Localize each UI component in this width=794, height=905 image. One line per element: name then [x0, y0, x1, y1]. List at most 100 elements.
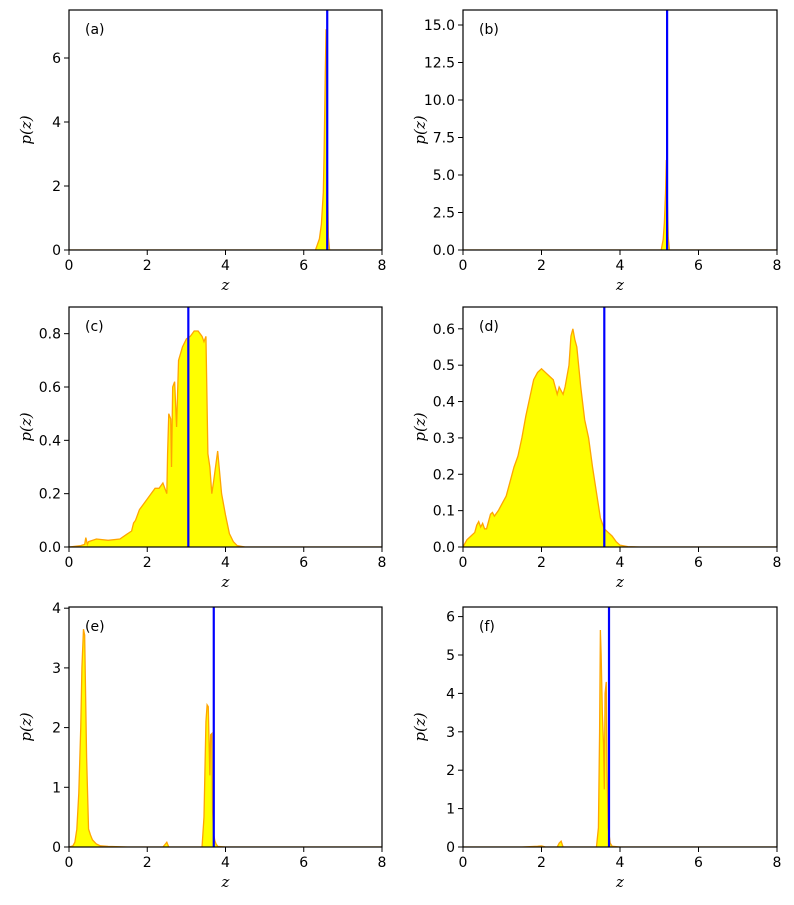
x-tick-label: 4 — [616, 855, 625, 871]
y-tick-label: 0.0 — [433, 540, 455, 556]
y-tick-label: 0.6 — [39, 380, 61, 396]
x-tick-label: 8 — [773, 258, 782, 274]
panel-a: 0 2 4 6 8 0 2 4 6 z p(z) (a) — [17, 9, 387, 294]
density-line — [69, 29, 382, 250]
density-area — [463, 328, 777, 547]
x-tick-label: 8 — [773, 555, 782, 571]
density-area — [69, 629, 382, 847]
y-tick-label: 3 — [52, 661, 61, 677]
y-tick-label: 4 — [52, 601, 61, 617]
density-area — [69, 29, 382, 250]
y-tick-label: 7.5 — [433, 131, 455, 147]
y-tick-label: 3 — [446, 725, 455, 741]
density-line — [463, 159, 777, 250]
x-tick-label: 8 — [773, 855, 782, 871]
x-tick-label: 2 — [143, 855, 152, 871]
x-tick-label: 0 — [65, 855, 74, 871]
x-tick-label: 0 — [459, 555, 468, 571]
density-area — [463, 630, 777, 847]
y-axis-label: p(z) — [17, 712, 35, 741]
x-tick-label: 8 — [378, 555, 387, 571]
x-tick-label: 4 — [221, 555, 230, 571]
y-tick-label: 0.1 — [433, 504, 455, 520]
x-tick-label: 6 — [299, 555, 308, 571]
panel-label: (b) — [479, 22, 499, 38]
y-axis-label: p(z) — [411, 712, 429, 741]
x-tick-label: 0 — [459, 855, 468, 871]
y-axis-label: p(z) — [411, 412, 429, 441]
y-tick-label: 0 — [52, 840, 61, 856]
y-axis-label: p(z) — [17, 115, 35, 144]
x-axis-label: z — [615, 873, 624, 891]
axes-frame — [68, 9, 383, 251]
y-tick-label: 0.6 — [433, 322, 455, 338]
y-tick-label: 6 — [446, 610, 455, 626]
x-tick-label: 4 — [221, 258, 230, 274]
y-tick-label: 10.0 — [424, 93, 455, 109]
panel-e: 0 2 4 6 8 0 1 2 3 4 z p(z) (e) — [17, 601, 386, 891]
density-line — [463, 630, 777, 847]
axes-frame — [68, 306, 383, 548]
x-tick-label: 2 — [143, 555, 152, 571]
y-tick-label: 0 — [446, 840, 455, 856]
x-tick-label: 0 — [65, 555, 74, 571]
x-tick-label: 4 — [221, 855, 230, 871]
y-tick-label: 0.3 — [433, 431, 455, 447]
y-tick-label: 0.4 — [433, 395, 455, 411]
x-tick-label: 0 — [65, 258, 74, 274]
y-tick-label: 5.0 — [433, 168, 455, 184]
x-tick-label: 8 — [378, 855, 387, 871]
panel-label: (f) — [479, 619, 495, 635]
x-tick-label: 2 — [537, 855, 546, 871]
density-line — [69, 628, 382, 847]
panel-label: (c) — [85, 319, 104, 335]
y-tick-label: 2 — [52, 721, 61, 737]
x-tick-label: 2 — [537, 258, 546, 274]
y-tick-label: 0.8 — [39, 327, 61, 343]
x-axis-label: z — [221, 276, 230, 294]
axes-frame — [68, 606, 383, 848]
x-tick-label: 4 — [616, 258, 625, 274]
y-tick-label: 5 — [446, 648, 455, 664]
x-tick-label: 4 — [616, 555, 625, 571]
panel-f: 0 2 4 6 8 0 1 2 3 4 5 6 z p(z) (f) — [411, 606, 782, 891]
y-tick-label: 0.4 — [39, 433, 61, 449]
axes-frame — [462, 9, 778, 251]
x-tick-label: 0 — [459, 258, 468, 274]
x-axis-label: z — [615, 276, 624, 294]
density-line — [69, 330, 382, 547]
y-tick-label: 0 — [52, 243, 61, 259]
panel-label: (e) — [85, 619, 105, 635]
y-tick-label: 2.5 — [433, 206, 455, 222]
y-tick-label: 4 — [446, 686, 455, 702]
panel-label: (d) — [479, 319, 499, 335]
x-axis-label: z — [221, 573, 230, 591]
x-tick-label: 6 — [694, 555, 703, 571]
density-line — [463, 328, 777, 547]
axes-frame — [462, 606, 778, 848]
x-tick-label: 6 — [299, 855, 308, 871]
x-tick-label: 6 — [299, 258, 308, 274]
y-tick-label: 0.5 — [433, 358, 455, 374]
y-tick-label: 0.2 — [433, 467, 455, 483]
y-tick-label: 15.0 — [424, 18, 455, 34]
x-tick-label: 6 — [694, 855, 703, 871]
x-tick-label: 8 — [378, 258, 387, 274]
panel-label: (a) — [85, 22, 105, 38]
x-axis-label: z — [615, 573, 624, 591]
y-tick-label: 0.0 — [39, 540, 61, 556]
y-tick-label: 4 — [52, 115, 61, 131]
x-tick-label: 2 — [143, 258, 152, 274]
panel-d: 0 2 4 6 8 0.0 0.1 0.2 0.3 0.4 0.5 0.6 z p(z) (d) — [411, 306, 782, 591]
x-tick-label: 6 — [694, 258, 703, 274]
y-tick-label: 2 — [446, 763, 455, 779]
y-axis-label: p(z) — [411, 115, 429, 144]
y-axis-label: p(z) — [17, 412, 35, 441]
y-tick-label: 12.5 — [424, 56, 455, 72]
x-tick-label: 2 — [537, 555, 546, 571]
y-tick-label: 1 — [446, 802, 455, 818]
panel-b: 0 2 4 6 8 0.0 2.5 5.0 7.5 10.0 12.5 15.0 z p(z) (b) — [411, 9, 782, 294]
y-tick-label: 6 — [52, 51, 61, 67]
density-area — [463, 160, 777, 250]
